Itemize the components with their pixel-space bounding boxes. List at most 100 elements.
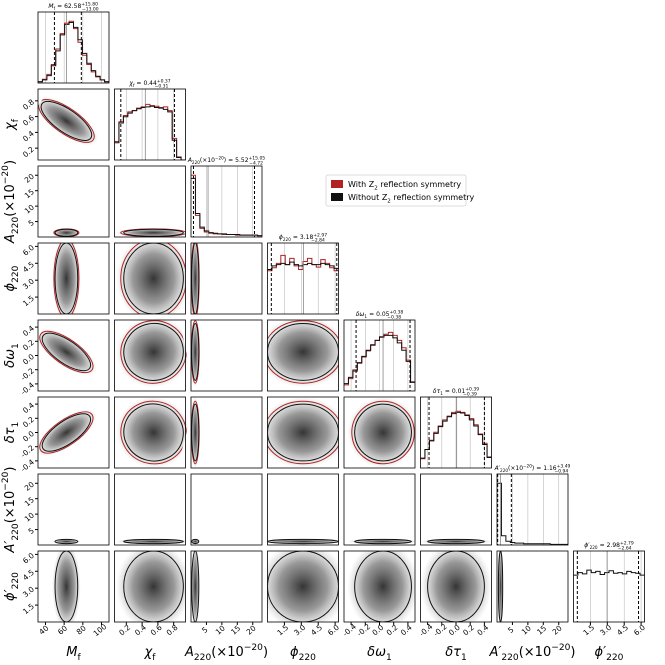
contour: [53, 243, 80, 314]
y-axis-label: δω1: [3, 343, 21, 368]
x-axis-label: δτ1: [445, 645, 467, 663]
y-tick-label: 0.2: [21, 338, 36, 353]
histogram-step: [38, 20, 109, 83]
text-part: (×10: [3, 184, 18, 217]
panel: [343, 473, 416, 546]
text-part: 1: [364, 314, 367, 319]
panel: [420, 473, 492, 546]
text-part: (×10: [3, 491, 18, 524]
panel: [190, 396, 263, 469]
density: [116, 538, 186, 545]
text-part: f: [54, 6, 56, 11]
y-tick-label: 0.4: [21, 324, 36, 339]
density: [267, 538, 339, 545]
title-minus: −2.84: [311, 238, 325, 244]
panel-frame: [190, 242, 263, 315]
text-part: 1: [386, 653, 392, 663]
contour: [191, 243, 200, 314]
density: [52, 538, 81, 545]
panel: [420, 550, 492, 623]
x-tick-label: 5: [506, 625, 516, 635]
legend-swatch: [331, 193, 343, 201]
panel-frame: [190, 550, 263, 623]
panel-frame: [496, 550, 569, 623]
x-tick-label: 3.0: [598, 623, 613, 638]
histogram-step: [497, 482, 568, 545]
text-part: ϕ: [3, 282, 18, 291]
text-part: ): [224, 157, 226, 164]
density-blob: [52, 243, 81, 314]
y-tick-label: 4.5: [21, 568, 36, 583]
panel-frame: [496, 473, 569, 546]
y-axis-label: A220(×10−20): [1, 160, 21, 244]
text-part: 220: [11, 523, 21, 541]
density: [52, 243, 81, 314]
y-axis-label: ϕ′220: [3, 572, 21, 601]
text-part: δω: [356, 311, 365, 318]
title-sep: =: [57, 3, 62, 10]
x-tick-label: 100: [92, 622, 109, 638]
panel-frame: [37, 473, 110, 546]
density-blob: [191, 551, 200, 622]
y-axis-label: χf: [3, 118, 21, 131]
panel-frame: [190, 165, 263, 238]
x-axis-label: A220(×10−20): [184, 643, 268, 663]
title-minus: −0.38: [387, 315, 401, 321]
y-tick-label: 15: [23, 495, 36, 508]
density: [347, 551, 415, 622]
panel-frame: [114, 396, 186, 469]
density-blob: [116, 551, 186, 622]
panel-frame: [37, 165, 110, 238]
density-blob: [36, 409, 97, 456]
text-part: 1: [11, 343, 21, 349]
panel-title: ϕ′220 = 2.98+2.79 −2.64: [584, 541, 634, 552]
contour: [267, 538, 339, 545]
panel-frame: [267, 242, 339, 315]
y-tick-label: 0.2: [21, 145, 36, 160]
density-blob: [267, 320, 339, 388]
density: [497, 551, 504, 622]
y-tick-label: 4.5: [21, 260, 36, 275]
text-part: 220: [606, 653, 624, 663]
text-part: 220: [192, 160, 200, 165]
title-minus: −0.39: [463, 392, 477, 398]
contour: [39, 411, 94, 454]
title-plus: +0.39: [465, 387, 479, 393]
x-tick-label: 15: [229, 623, 242, 636]
panel: [37, 11, 110, 84]
contour: [354, 403, 412, 462]
contour: [267, 403, 339, 462]
panel-frame: [420, 473, 492, 546]
x-tick-label: 80: [75, 623, 88, 636]
title-minus: −0.94: [554, 469, 568, 475]
contour: [267, 323, 339, 381]
panel: [267, 319, 339, 392]
panel: [114, 88, 186, 161]
panel: [114, 316, 191, 392]
density: [267, 551, 339, 622]
panel: [34, 88, 110, 161]
text-part: ϕ′: [595, 645, 607, 660]
histogram-step: [114, 105, 186, 160]
x-tick-label: 0.4: [399, 623, 414, 638]
y-tick-label: -0.2: [19, 366, 36, 382]
text-part: f: [152, 653, 156, 663]
text-part: (×10: [508, 465, 523, 472]
text-part: ϕ′: [3, 589, 18, 601]
y-tick-label: 0.4: [21, 129, 36, 144]
title-plus: +2.79: [620, 541, 634, 547]
density-blob: [34, 96, 99, 146]
x-tick-label: 0.2: [385, 623, 400, 638]
histogram-step: [344, 334, 415, 385]
panel: [267, 242, 339, 315]
x-tick-label: 10: [214, 623, 227, 636]
title-plus: +0.38: [389, 310, 403, 316]
y-tick-label: -0.2: [19, 443, 36, 459]
x-tick-label: 0.2: [461, 623, 476, 638]
text-part: 2: [374, 185, 378, 191]
panel: [114, 473, 186, 546]
y-tick-label: 0.8: [21, 97, 36, 112]
title-minus: −0.31: [155, 84, 169, 90]
panel: [496, 550, 569, 623]
